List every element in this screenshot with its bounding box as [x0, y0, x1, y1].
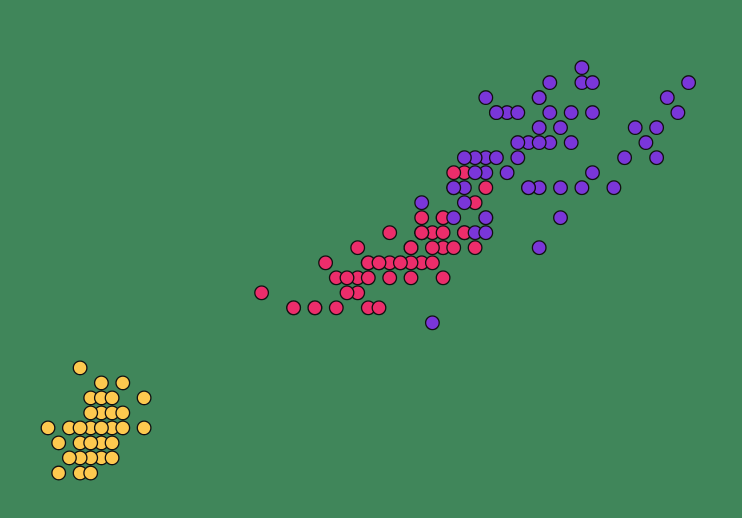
data-point	[286, 300, 302, 316]
data-point	[83, 435, 99, 451]
data-point	[350, 240, 366, 256]
series-1	[40, 360, 152, 481]
data-point	[115, 405, 131, 421]
data-point	[531, 135, 547, 151]
data-point	[521, 180, 536, 196]
data-point	[392, 255, 408, 271]
data-point	[456, 195, 472, 211]
data-point	[115, 375, 131, 391]
data-point	[478, 210, 494, 226]
data-point	[104, 390, 120, 406]
data-point	[585, 75, 600, 91]
data-point	[254, 285, 270, 301]
data-point	[553, 180, 568, 196]
data-point	[72, 360, 88, 376]
data-point	[574, 180, 590, 196]
data-point	[339, 285, 355, 301]
data-point	[446, 210, 462, 226]
data-point	[649, 150, 665, 166]
data-point	[478, 225, 494, 241]
data-point	[136, 390, 152, 406]
data-point	[606, 180, 622, 196]
data-point	[414, 195, 430, 211]
data-point	[51, 465, 67, 481]
data-point	[510, 150, 526, 166]
data-point	[382, 270, 398, 286]
data-point	[104, 435, 120, 451]
data-point	[542, 105, 558, 121]
data-point	[488, 150, 504, 166]
data-point	[585, 165, 600, 181]
data-point	[318, 255, 334, 271]
data-point	[446, 240, 462, 256]
data-point	[659, 90, 675, 106]
data-point	[456, 150, 472, 166]
data-point	[371, 255, 387, 271]
data-point	[83, 465, 99, 481]
data-point	[446, 180, 462, 196]
data-point	[563, 105, 579, 121]
data-point	[638, 135, 654, 151]
data-point	[531, 90, 547, 106]
data-point	[403, 240, 419, 256]
data-point	[51, 435, 67, 451]
data-point	[83, 405, 99, 421]
data-point	[61, 450, 77, 466]
data-point	[339, 270, 355, 286]
data-point	[488, 105, 504, 121]
data-point	[531, 120, 547, 136]
data-point	[435, 225, 451, 241]
data-point	[617, 150, 633, 166]
data-point	[424, 315, 440, 331]
data-point	[403, 270, 419, 286]
data-point	[328, 300, 344, 316]
series-3	[414, 60, 697, 331]
data-point	[371, 300, 387, 316]
data-point	[136, 420, 152, 436]
data-point	[681, 75, 697, 91]
data-point	[424, 255, 440, 271]
data-point	[360, 270, 376, 286]
data-point	[414, 210, 430, 226]
data-point	[563, 135, 579, 151]
data-point	[424, 240, 440, 256]
data-point	[499, 165, 515, 181]
data-point	[531, 240, 547, 256]
data-point	[510, 105, 526, 121]
data-point	[72, 420, 88, 436]
data-point	[467, 240, 483, 256]
data-point	[585, 105, 600, 121]
data-point	[93, 375, 109, 391]
data-point	[510, 135, 526, 151]
data-point	[553, 210, 568, 226]
data-point	[478, 90, 494, 106]
data-point	[307, 300, 323, 316]
data-point	[414, 225, 430, 241]
data-point	[574, 60, 590, 76]
data-point	[382, 225, 398, 241]
data-point	[93, 420, 109, 436]
data-point	[553, 120, 568, 136]
data-point	[446, 165, 462, 181]
data-point	[115, 420, 131, 436]
data-point	[478, 180, 494, 196]
data-point	[467, 165, 483, 181]
data-point	[435, 270, 451, 286]
points-layer	[40, 60, 697, 481]
data-point	[627, 120, 643, 136]
data-point	[40, 420, 56, 436]
data-point	[542, 75, 558, 91]
data-point	[104, 450, 120, 466]
data-point	[649, 120, 665, 136]
data-point	[670, 105, 686, 121]
